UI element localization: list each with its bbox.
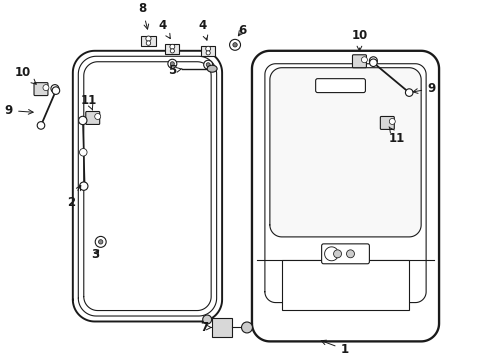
Text: 5: 5: [168, 64, 182, 77]
Bar: [201, 46, 215, 56]
FancyBboxPatch shape: [34, 83, 48, 95]
Circle shape: [52, 87, 60, 94]
FancyBboxPatch shape: [352, 55, 366, 68]
Circle shape: [43, 85, 49, 91]
Circle shape: [361, 57, 366, 63]
Circle shape: [241, 322, 252, 333]
Circle shape: [368, 57, 377, 65]
Bar: [141, 36, 156, 46]
Text: 9: 9: [412, 82, 434, 95]
Text: 10: 10: [350, 30, 367, 51]
Circle shape: [388, 118, 394, 125]
Circle shape: [146, 41, 150, 45]
Circle shape: [170, 62, 174, 66]
FancyBboxPatch shape: [85, 112, 100, 125]
Circle shape: [167, 59, 177, 68]
Circle shape: [346, 250, 354, 258]
Text: 10: 10: [15, 66, 36, 84]
Text: 6: 6: [237, 24, 245, 37]
Circle shape: [333, 250, 341, 258]
Circle shape: [369, 59, 376, 67]
Circle shape: [232, 42, 237, 47]
Circle shape: [145, 36, 151, 41]
Bar: [165, 44, 179, 54]
Bar: [281, 260, 408, 310]
Circle shape: [203, 315, 211, 324]
Circle shape: [205, 51, 210, 55]
Ellipse shape: [207, 65, 217, 72]
Text: 1: 1: [321, 340, 348, 356]
Circle shape: [170, 49, 174, 53]
Bar: [212, 318, 232, 337]
Text: 3: 3: [91, 248, 100, 261]
Circle shape: [229, 39, 240, 50]
Circle shape: [169, 44, 174, 49]
Text: 11: 11: [81, 94, 97, 110]
Circle shape: [98, 240, 102, 244]
Circle shape: [95, 113, 101, 120]
Polygon shape: [269, 68, 420, 237]
FancyBboxPatch shape: [321, 244, 368, 264]
Circle shape: [37, 122, 45, 129]
FancyBboxPatch shape: [315, 78, 365, 93]
Circle shape: [95, 237, 106, 247]
Circle shape: [80, 149, 87, 156]
Text: 9: 9: [5, 104, 33, 117]
Text: 2: 2: [67, 185, 81, 208]
Circle shape: [405, 89, 412, 96]
Circle shape: [51, 85, 59, 93]
Circle shape: [80, 182, 88, 190]
Circle shape: [205, 46, 210, 51]
Circle shape: [206, 63, 210, 67]
Circle shape: [203, 60, 212, 69]
FancyBboxPatch shape: [380, 117, 393, 129]
Text: 11: 11: [388, 127, 405, 145]
Text: 4: 4: [158, 19, 170, 39]
Text: 8: 8: [138, 3, 148, 29]
Circle shape: [79, 116, 87, 125]
Text: 7: 7: [200, 321, 211, 334]
Text: 4: 4: [198, 19, 207, 40]
